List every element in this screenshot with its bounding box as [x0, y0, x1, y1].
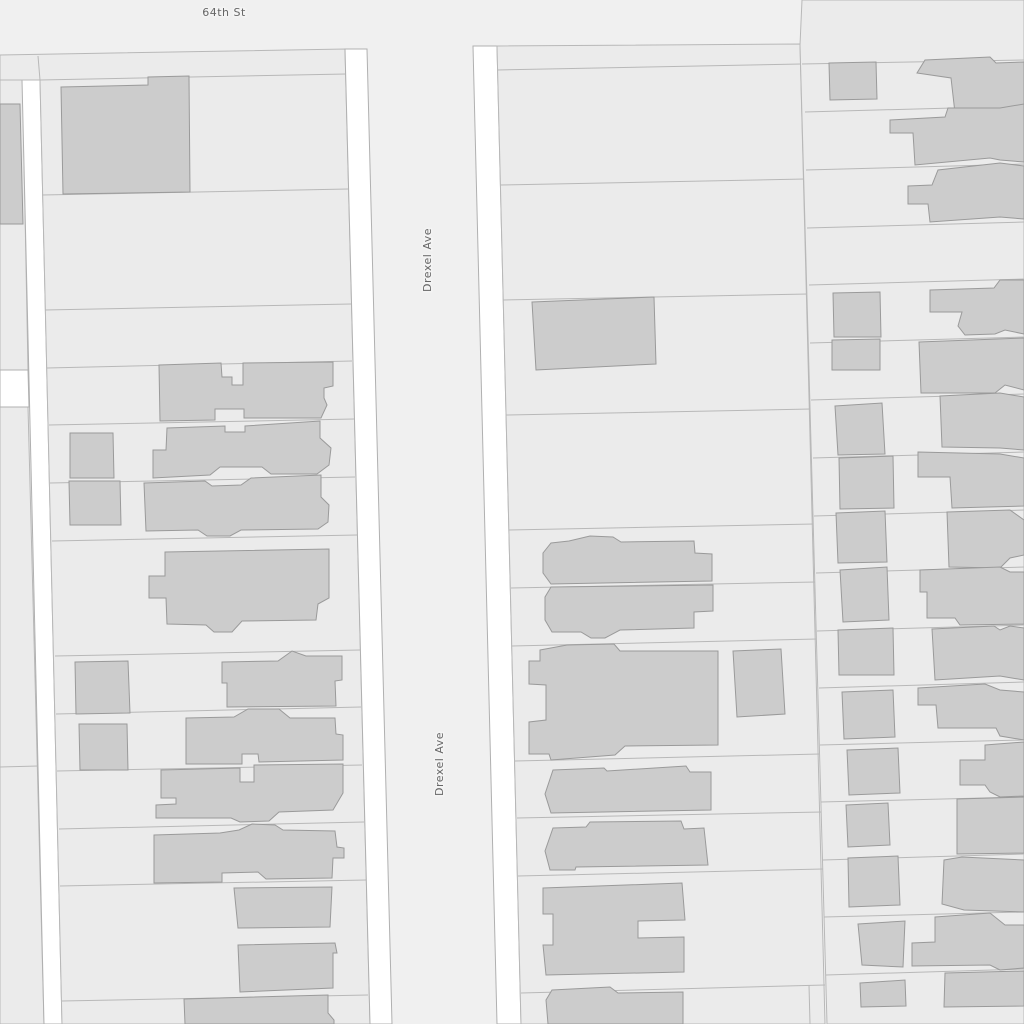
building — [0, 103, 24, 225]
buildings-left — [60, 75, 345, 1024]
lot-lines — [496, 63, 826, 1024]
sidewalk — [472, 45, 522, 1024]
street-label-drexel-ave: Drexel Ave — [433, 732, 446, 796]
lot-lines — [801, 59, 1024, 976]
street-label-drexel-ave: Drexel Ave — [421, 228, 434, 292]
street-label-64th-st: 64th St — [202, 6, 246, 19]
sidewalk — [344, 48, 393, 1024]
buildings-far-right — [828, 56, 1024, 1008]
sidewalk — [0, 369, 30, 408]
parcel-block — [496, 43, 826, 1024]
buildings-right — [528, 296, 786, 1024]
